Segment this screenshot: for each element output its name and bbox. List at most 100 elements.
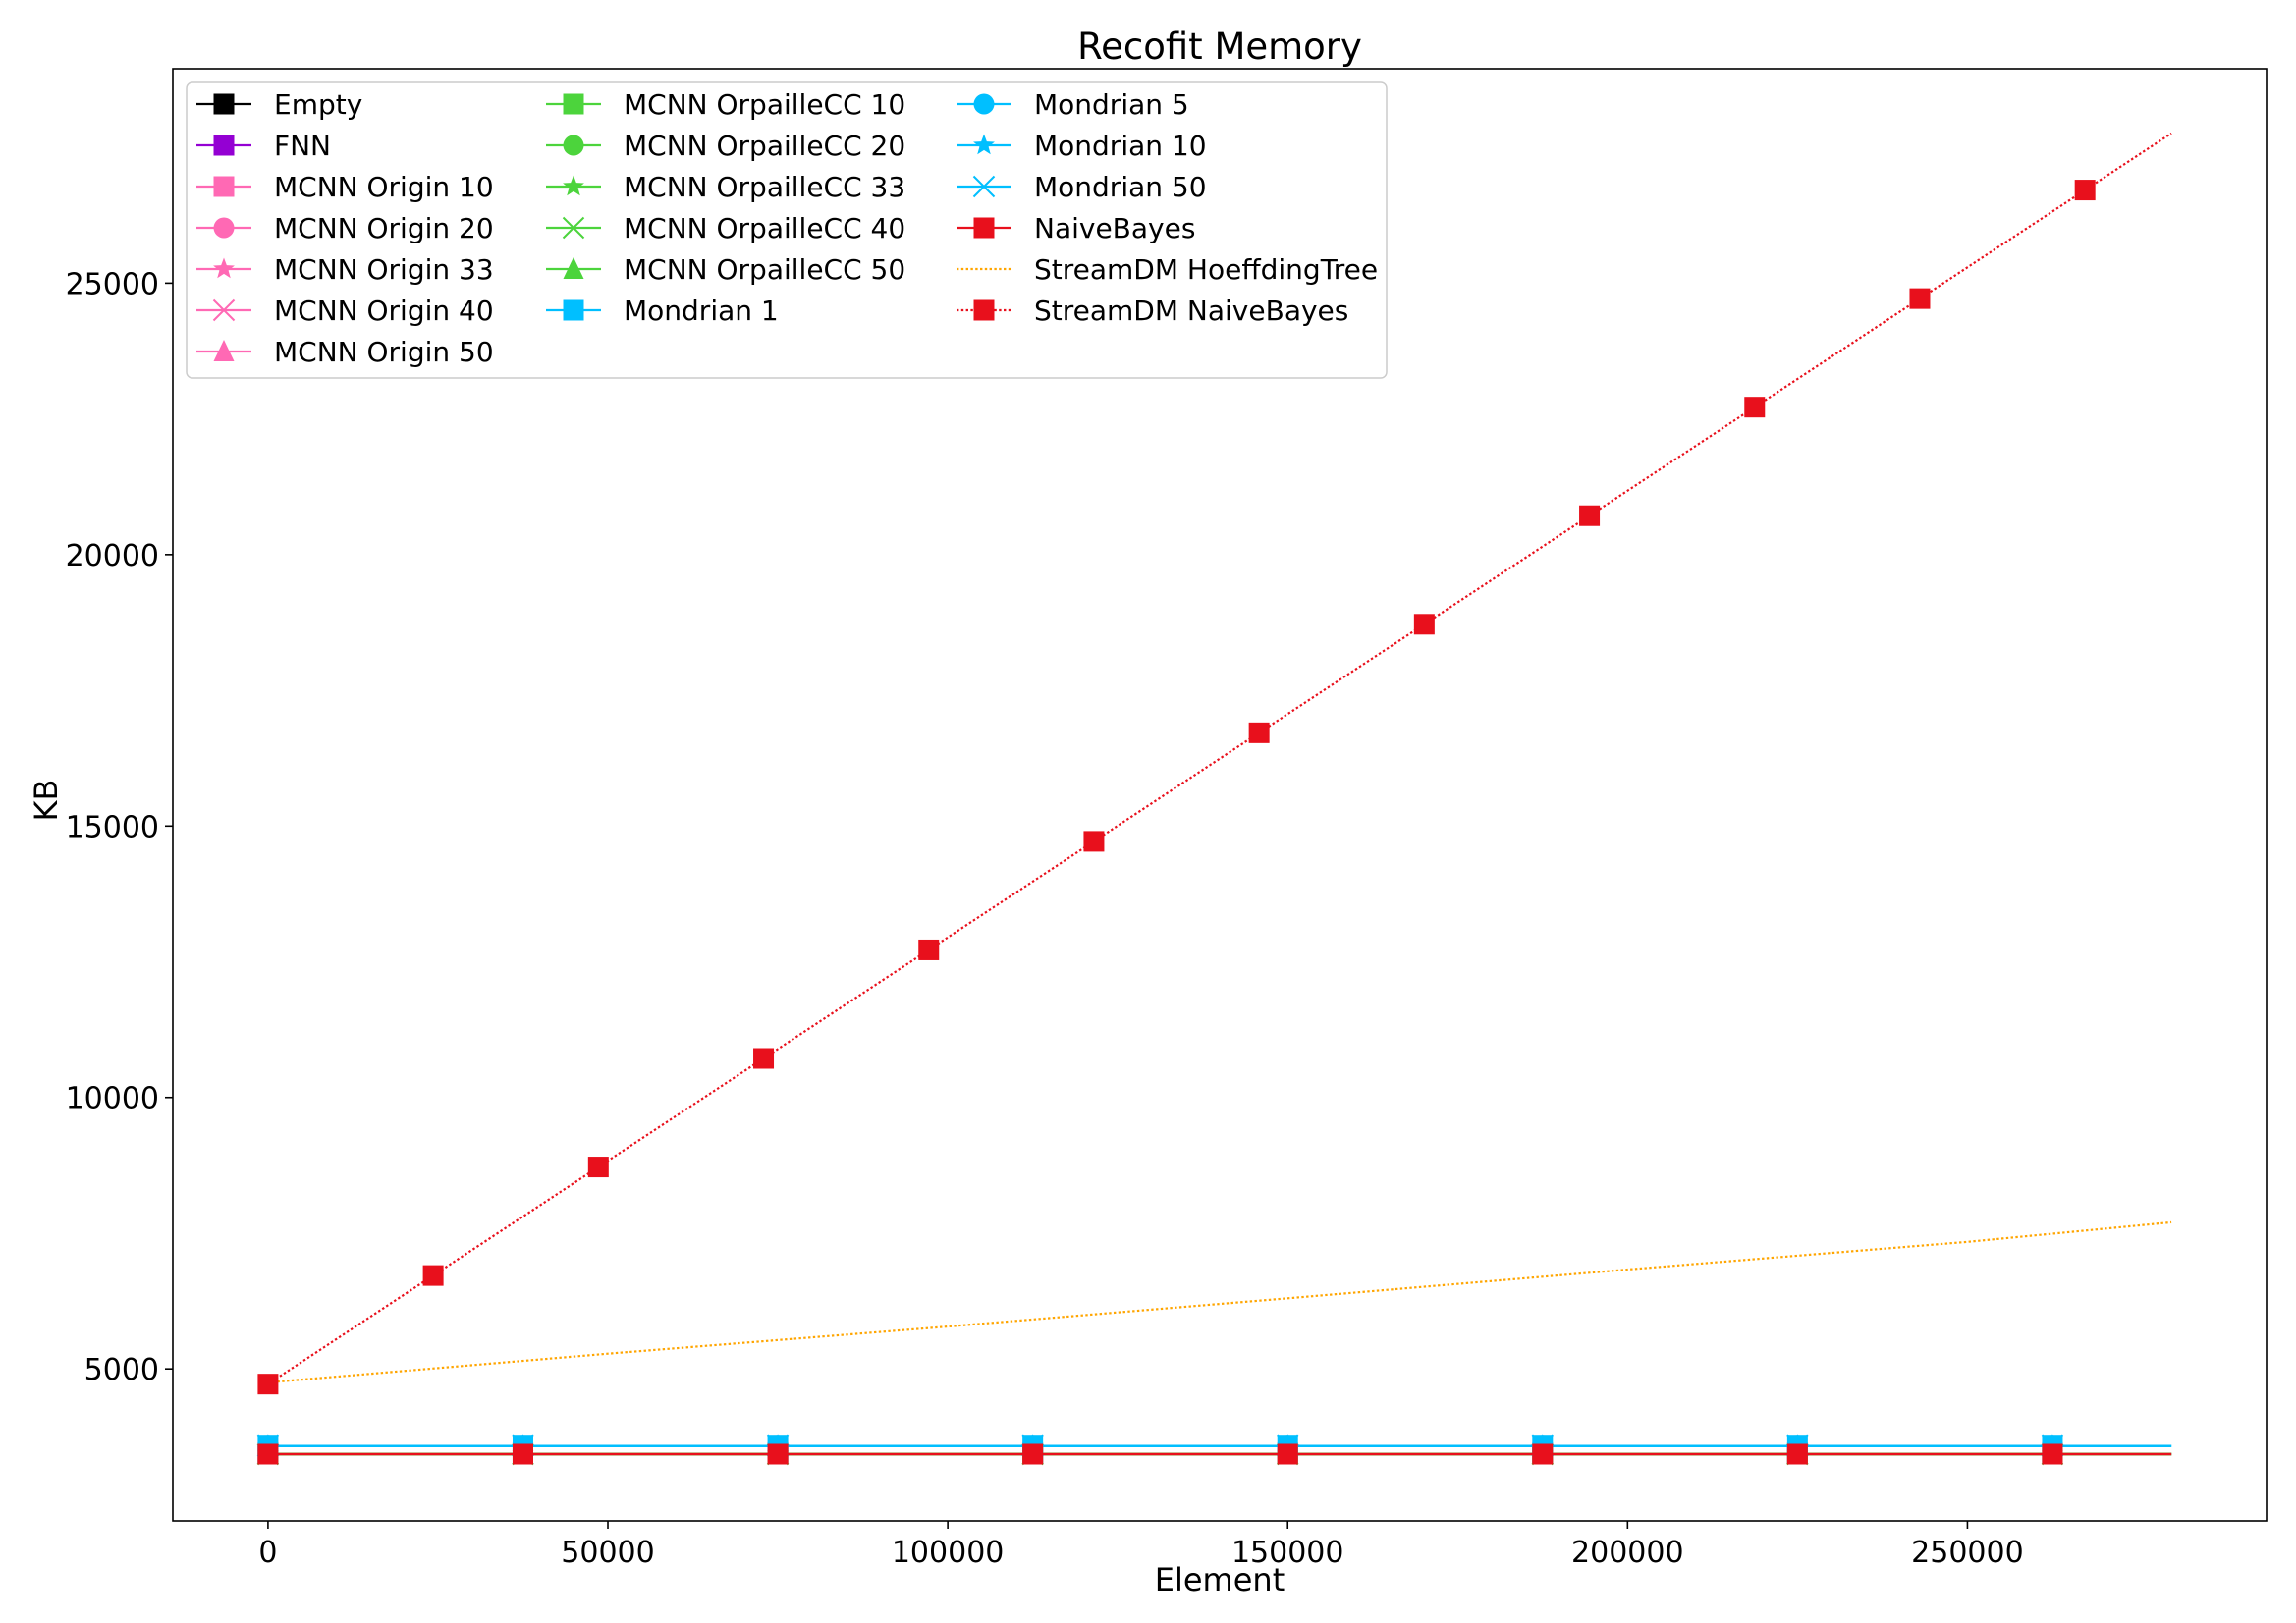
legend-marker-streamdm-naivebayes [973,299,995,321]
legend-marker-mcnn-orpaillecc-10 [563,93,584,115]
legend-marker-mcnn-orpaillecc-33 [563,175,584,196]
marker-streamdm-naivebayes [1248,722,1270,743]
legend-marker-mcnn-origin-20 [213,217,235,239]
legend-label-mondrian-50: Mondrian 50 [1034,171,1207,203]
series-streamdm-naivebayes [257,132,2172,1395]
legend-entry-mcnn-orpaillecc-33: MCNN OrpailleCC 33 [546,171,905,203]
legend-entry-mondrian-50: Mondrian 50 [957,171,1207,203]
marker-naivebayes [1022,1443,1044,1465]
legend-label-fnn: FNN [274,130,331,162]
y-tick-label: 10000 [66,1082,159,1116]
y-tick-label: 25000 [66,267,159,301]
legend-marker-naivebayes [973,217,995,239]
marker-streamdm-naivebayes [587,1157,609,1178]
marker-streamdm-naivebayes [1909,288,1931,309]
series-streamdm-hoeffdingtree [267,1220,2172,1384]
legend-entry-mcnn-orpaillecc-40: MCNN OrpailleCC 40 [546,212,905,244]
legend-label-mcnn-orpaillecc-10: MCNN OrpailleCC 10 [624,88,905,121]
legend-label-mondrian-5: Mondrian 5 [1034,88,1189,121]
legend-marker-mcnn-origin-33 [213,257,235,279]
legend-entry-mondrian-5: Mondrian 5 [957,88,1189,121]
marker-naivebayes [1786,1443,1808,1465]
legend-label-streamdm-hoeffdingtree: StreamDM HoeffdingTree [1034,253,1378,286]
series-naivebayes [257,1443,2172,1465]
marker-streamdm-naivebayes [1413,614,1435,635]
legend-label-mcnn-origin-40: MCNN Origin 40 [274,295,494,327]
marker-streamdm-naivebayes [1579,505,1601,526]
legend-entry-mcnn-orpaillecc-50: MCNN OrpailleCC 50 [546,253,905,286]
legend-label-mcnn-origin-20: MCNN Origin 20 [274,212,494,244]
legend-marker-mondrian-50 [972,175,996,198]
legend-marker-fnn [213,135,235,156]
marker-streamdm-naivebayes [753,1048,775,1069]
marker-naivebayes [1532,1443,1554,1465]
legend-entry-mcnn-origin-40: MCNN Origin 40 [196,295,494,327]
legend-label-mcnn-orpaillecc-50: MCNN OrpailleCC 50 [624,253,905,286]
legend-entry-empty: Empty [196,88,362,121]
marker-streamdm-naivebayes [918,939,940,960]
x-tick-label: 250000 [1911,1536,2024,1570]
marker-naivebayes [2042,1443,2063,1465]
legend-entry-mcnn-orpaillecc-20: MCNN OrpailleCC 20 [546,130,905,162]
chart-title: Recofit Memory [1077,26,1362,68]
legend-label-naivebayes: NaiveBayes [1034,212,1195,244]
x-tick-label: 50000 [561,1536,654,1570]
y-tick-label: 20000 [66,539,159,573]
legend-frame [186,81,1388,379]
marker-streamdm-naivebayes [1744,397,1766,418]
legend-label-mondrian-10: Mondrian 10 [1034,130,1207,162]
legend-entry-mcnn-origin-20: MCNN Origin 20 [196,212,494,244]
legend-marker-mondrian-1 [563,299,584,321]
marker-streamdm-naivebayes [422,1265,444,1286]
legend-entry-streamdm-hoeffdingtree: StreamDM HoeffdingTree [957,253,1378,286]
legend-entry-mcnn-origin-10: MCNN Origin 10 [196,171,494,203]
legend-label-mcnn-orpaillecc-20: MCNN OrpailleCC 20 [624,130,905,162]
legend-marker-empty [213,93,235,115]
legend-entry-mondrian-1: Mondrian 1 [546,295,779,327]
legend-label-mcnn-origin-50: MCNN Origin 50 [274,336,494,368]
legend-label-mcnn-orpaillecc-33: MCNN OrpailleCC 33 [624,171,905,203]
legend-label-mcnn-origin-10: MCNN Origin 10 [274,171,494,203]
plot-frame [172,68,2268,1522]
legend-marker-mcnn-orpaillecc-20 [563,135,584,156]
legend-marker-mcnn-orpaillecc-40 [562,216,585,240]
legend-label-empty: Empty [274,88,362,121]
y-tick-label: 5000 [84,1353,159,1387]
legend-label-mondrian-1: Mondrian 1 [624,295,779,327]
legend: Empty FNN MCNN Origin 10 MCNN Origin 20 MCNN… [186,81,1388,379]
y-tick-label: 15000 [66,810,159,844]
x-axis-label: Element [1155,1561,1285,1598]
legend-entry-mondrian-10: Mondrian 10 [957,130,1207,162]
marker-streamdm-naivebayes [1083,831,1105,852]
legend-entry-mcnn-origin-33: MCNN Origin 33 [196,253,494,286]
legend-entry-fnn: FNN [196,130,331,162]
legend-entry-mcnn-origin-50: MCNN Origin 50 [196,336,494,368]
legend-entry-mcnn-orpaillecc-10: MCNN OrpailleCC 10 [546,88,905,121]
legend-marker-mcnn-origin-10 [213,176,235,197]
x-tick-label: 0 [258,1536,277,1570]
legend-label-mcnn-orpaillecc-40: MCNN OrpailleCC 40 [624,212,905,244]
legend-marker-mondrian-10 [973,134,995,155]
marker-streamdm-naivebayes [257,1374,279,1395]
marker-naivebayes [257,1443,279,1465]
legend-marker-mcnn-origin-50 [213,340,235,361]
x-tick-label: 150000 [1231,1536,1344,1570]
marker-naivebayes [767,1443,789,1465]
series-line-streamdm-hoeffdingtree [267,1220,2172,1384]
legend-marker-mcnn-origin-40 [212,298,236,322]
y-axis-label: KB [27,780,65,822]
marker-naivebayes [512,1443,533,1465]
marker-naivebayes [1277,1443,1298,1465]
marker-streamdm-naivebayes [2074,180,2096,201]
legend-marker-mondrian-5 [973,93,995,115]
legend-marker-mcnn-orpaillecc-50 [563,257,584,279]
x-tick-label: 200000 [1571,1536,1684,1570]
legend-label-mcnn-origin-33: MCNN Origin 33 [274,253,494,286]
axis-ticks: 0 50000 100000 150000 200000 250000 5000 10000 1… [66,267,2024,1570]
plot-area [256,132,2172,1466]
legend-entry-streamdm-naivebayes: StreamDM NaiveBayes [957,295,1348,327]
legend-label-streamdm-naivebayes: StreamDM NaiveBayes [1034,295,1348,327]
x-tick-label: 100000 [892,1536,1005,1570]
legend-entry-naivebayes: NaiveBayes [957,212,1195,244]
